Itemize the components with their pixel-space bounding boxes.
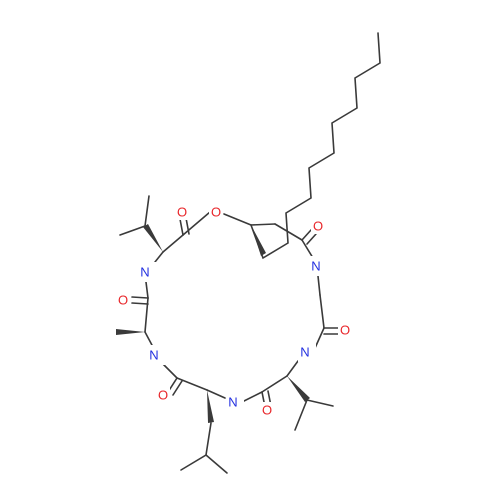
svg-text:O: O xyxy=(340,323,350,338)
svg-text:N: N xyxy=(311,259,320,274)
stereo-wedge-leu xyxy=(207,390,214,423)
svg-text:O: O xyxy=(313,219,323,234)
svg-text:N: N xyxy=(140,265,149,280)
atom-o-carbonyl-right: O xyxy=(338,322,352,338)
atom-o-carbonyl-left: O xyxy=(116,292,130,308)
atom-n-right-upper: N xyxy=(309,256,327,276)
atom-n-right-lower: N xyxy=(298,342,316,362)
atom-o-carbonyl-bottom: O xyxy=(260,402,274,418)
svg-text:O: O xyxy=(158,388,168,403)
stereo-wedge-ester xyxy=(251,225,266,256)
stereo-wedge-ala xyxy=(116,329,145,335)
svg-text:O: O xyxy=(177,205,187,220)
atom-o-ring: O xyxy=(209,204,223,220)
svg-text:O: O xyxy=(211,205,221,220)
svg-text:O: O xyxy=(262,403,272,418)
atom-o-carbonyl-bottom-left: O xyxy=(156,387,170,403)
atom-n-left-upper: N xyxy=(138,262,156,282)
decyl-chain xyxy=(250,32,381,260)
stereo-wedge-val2 xyxy=(287,376,310,402)
svg-text:N: N xyxy=(149,348,158,363)
atom-n-left-lower: N xyxy=(147,345,165,365)
svg-text:N: N xyxy=(300,345,309,360)
stereo-wedge-val1 xyxy=(143,224,163,252)
svg-text:N: N xyxy=(228,395,237,410)
atom-n-bottom: N xyxy=(226,392,244,412)
svg-text:O: O xyxy=(118,293,128,308)
atom-o-carbonyl-top-right: O xyxy=(311,218,325,234)
ring-backbone xyxy=(144,211,325,403)
side-chains xyxy=(116,195,334,474)
carbonyl-bonds xyxy=(131,217,339,408)
atom-labels: O O O O O O O N xyxy=(116,204,352,418)
atom-o-ester-carbonyl: O xyxy=(175,204,189,220)
